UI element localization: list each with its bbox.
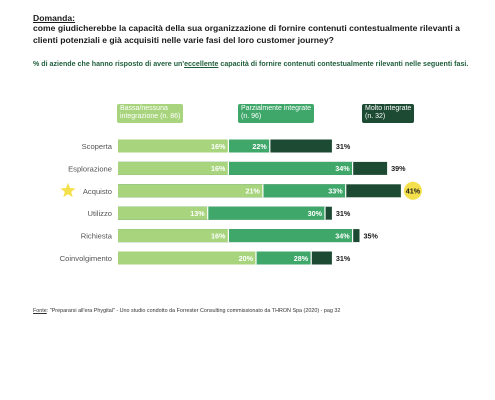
value-label-mid-acquisto: 33% [328,187,343,196]
value-label-high-esplorazione: 39% [391,164,406,173]
category-label-acquisto: Acquisto [83,187,112,196]
category-label-coinvolgimento: Coinvolgimento [60,254,112,263]
value-label-high-acquisto: 41% [406,187,421,196]
category-label-esplorazione: Esplorazione [68,164,112,173]
legend-label-mid: Parzialmente integrate (n. 96) [238,104,315,123]
value-label-mid-coinvolgimento: 28% [294,254,309,263]
bar-separator-esplorazione [352,161,354,175]
value-label-mid-esplorazione: 34% [335,164,350,173]
highlight-circle [403,181,422,200]
bar-separator-scoperta [269,139,271,153]
bar-separator-utilizzo [207,206,209,220]
legend-low-line1: Bassa/nessuna [120,105,168,112]
source-text: : "Prepararsi all'era Phygital" - Uno st… [46,308,341,314]
bar-separator-utilizzo [324,206,326,220]
value-label-mid-utilizzo: 30% [308,209,323,218]
value-label-high-coinvolgimento: 31% [336,254,351,263]
legend-high-line1: Molto integrate [365,105,412,112]
bar-low-coinvolgimento [118,251,256,265]
value-label-low-acquisto: 21% [246,187,261,196]
value-label-low-utilizzo: 13% [190,209,205,218]
legend-label-high: Molto integrate (n. 32) [362,104,415,123]
question-label: Domanda: [33,13,76,23]
value-label-low-esplorazione: 16% [211,164,226,173]
bar-separator-esplorazione [227,161,229,175]
bar-separator-richiesta [227,229,229,243]
source-note: Fonte: "Prepararsi all'era Phygital" - U… [33,308,340,314]
category-label-scoperta: Scoperta [82,142,113,151]
bar-low-utilizzo [118,206,208,220]
subtitle-part-1: % di aziende che hanno risposto di avere… [33,60,185,68]
legend-high-line2: (n. 32) [365,113,386,121]
value-label-low-richiesta: 16% [211,231,226,240]
bar-low-richiesta [118,229,229,243]
bar-separator-richiesta [352,229,354,243]
question-text: come giudicherebbe la capacità della sua… [33,23,460,45]
bar-separator-coinvolgimento [310,251,312,265]
legend-item-low: Bassa/nessuna integrazione (n. 86) [117,104,184,124]
value-label-low-scoperta: 16% [211,142,226,151]
subtitle-emphasis: eccellente [184,60,219,68]
category-label-richiesta: Richiesta [81,232,113,241]
legend-item-high: Molto integrate (n. 32) [362,104,415,124]
value-label-high-richiesta: 35% [364,231,379,240]
bar-low-acquisto [118,184,263,198]
bar-separator-scoperta [227,139,229,153]
subtitle-part-2: capacità di fornire contenuti contestual… [218,60,469,68]
source-label: Fonte [33,308,47,314]
value-label-mid-scoperta: 22% [252,142,267,151]
bar-separator-acquisto [262,184,264,198]
legend-mid-line1: Parzialmente integrate [241,105,312,112]
legend-label-low: Bassa/nessuna integrazione (n. 86) [117,104,184,123]
legend-low-line2: integrazione (n. 86) [120,113,181,121]
value-label-high-scoperta: 31% [336,142,351,151]
bar-separator-coinvolgimento [255,251,257,265]
value-label-mid-richiesta: 34% [335,231,350,240]
legend-item-mid: Parzialmente integrate (n. 96) [238,104,315,124]
bar-separator-acquisto [345,184,347,198]
category-label-utilizzo: Utilizzo [88,209,112,218]
star-icon [60,182,76,198]
chart-legend: Bassa/nessuna integrazione (n. 86) Parzi… [117,104,457,128]
legend-mid-line2: (n. 96) [241,113,262,121]
value-label-high-utilizzo: 31% [336,209,351,218]
bar-low-esplorazione [118,161,229,175]
value-label-low-coinvolgimento: 20% [239,254,254,263]
chart-subtitle: % di aziende che hanno risposto di avere… [33,60,473,70]
bar-low-scoperta [118,139,229,153]
